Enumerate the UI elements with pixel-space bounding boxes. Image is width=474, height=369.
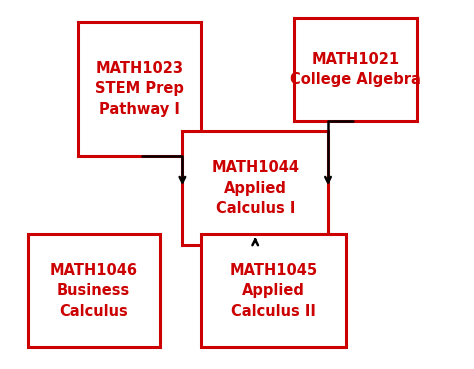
Bar	[78, 21, 201, 156]
Text: MATH1023
STEM Prep
Pathway I: MATH1023 STEM Prep Pathway I	[95, 61, 183, 117]
Text: MATH1046
Business
Calculus: MATH1046 Business Calculus	[50, 263, 137, 319]
Text: MATH1021
College Algebra: MATH1021 College Algebra	[290, 52, 421, 87]
Text: MATH1044
Applied
Calculus I: MATH1044 Applied Calculus I	[211, 160, 299, 216]
Text: MATH1045
Applied
Calculus II: MATH1045 Applied Calculus II	[229, 263, 318, 319]
Bar	[27, 234, 160, 348]
Bar	[294, 18, 417, 121]
Bar	[201, 234, 346, 348]
Bar	[182, 131, 328, 245]
